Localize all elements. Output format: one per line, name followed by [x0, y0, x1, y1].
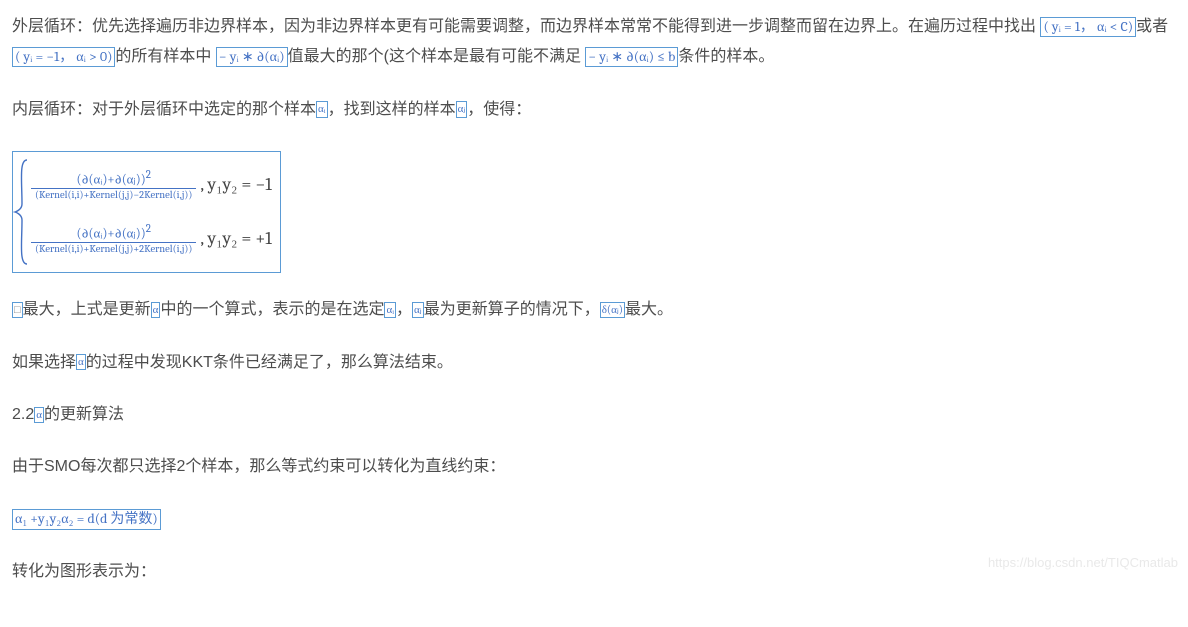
placeholder-box-icon: □: [12, 302, 23, 318]
kkt-paragraph: 如果选择α的过程中发现KKT条件已经满足了，那么算法结束。: [12, 348, 1176, 378]
text: ，找到这样的样本: [328, 101, 456, 118]
text: 转化为图形表示为：: [12, 563, 156, 580]
text: 最大。: [625, 301, 673, 318]
piecewise-case-1: (∂(αᵢ)+∂(αⱼ))2 (Kernel(i,i)+Kernel(j,j)−…: [31, 159, 272, 211]
formula-cond1: ( yᵢ = 1， αᵢ < C): [1040, 17, 1136, 37]
text: 如果选择: [12, 354, 76, 371]
formula-cond2: ( yᵢ = −1， αᵢ > 0): [12, 47, 115, 67]
formula-alpha: α: [34, 407, 44, 423]
text: 或者: [1136, 18, 1168, 35]
formula-delta-alpha-j: δ(αⱼ): [600, 302, 625, 318]
text: 的更新算法: [44, 406, 124, 423]
text: 最大，上式是更新: [23, 301, 151, 318]
outer-loop-paragraph: 外层循环：优先选择遍历非边界样本，因为非边界样本更有可能需要调整，而边界样本常常…: [12, 12, 1176, 73]
fraction-2: (∂(αᵢ)+∂(αⱼ))2 (Kernel(i,i)+Kernel(j,j)+…: [31, 223, 196, 255]
case-2-rhs: , y₁y₂ = +1: [200, 222, 271, 256]
fraction-1: (∂(αᵢ)+∂(αⱼ))2 (Kernel(i,i)+Kernel(j,j)−…: [31, 169, 196, 201]
inner-loop-paragraph: 内层循环：对于外层循环中选定的那个样本αᵢ，找到这样的样本αⱼ，使得：: [12, 95, 1176, 125]
line-constraint-formula-paragraph: α₁ +y₁y₂α₂ = d(d 为常数): [12, 505, 1176, 535]
section-heading: 2.2α的更新算法: [12, 400, 1176, 430]
formula-grad-leq-b: − yᵢ ∗ ∂(αᵢ) ≤ b: [585, 47, 678, 67]
text: 外层循环：优先选择遍历非边界样本，因为非边界样本更有可能需要调整，而边界样本常常…: [12, 18, 1036, 35]
piecewise-case-2: (∂(αᵢ)+∂(αⱼ))2 (Kernel(i,i)+Kernel(j,j)+…: [31, 213, 272, 265]
formula-alpha: α: [76, 354, 86, 370]
formula-alpha-i: αᵢ: [384, 302, 396, 318]
text: 条件的样本。: [678, 48, 774, 65]
text: 值最大的那个(这个样本是最有可能不满足: [288, 48, 581, 65]
text: 最为更新算子的情况下，: [424, 301, 600, 318]
text: 的所有样本中: [115, 48, 211, 65]
text: 内层循环：对于外层循环中选定的那个样本: [12, 101, 316, 118]
piecewise-formula-box: (∂(αᵢ)+∂(αⱼ))2 (Kernel(i,i)+Kernel(j,j)−…: [12, 151, 281, 273]
formula-grad: − yᵢ ∗ ∂(αᵢ): [216, 47, 288, 67]
formula-line-constraint: α₁ +y₁y₂α₂ = d(d 为常数): [12, 509, 161, 529]
text: 2.2: [12, 406, 34, 423]
text: 由于SMO每次都只选择2个样本，那么等式约束可以转化为直线约束：: [12, 458, 505, 475]
formula-alpha-i: αᵢ: [316, 101, 328, 117]
text: 中的一个算式，表示的是在选定: [160, 301, 384, 318]
formula-alpha: α: [151, 302, 161, 318]
formula-alpha-j: αⱼ: [456, 101, 468, 117]
text: ，使得：: [467, 101, 531, 118]
text: ，: [396, 301, 412, 318]
smo-paragraph: 由于SMO每次都只选择2个样本，那么等式约束可以转化为直线约束：: [12, 452, 1176, 482]
max-explain-paragraph: □最大，上式是更新α中的一个算式，表示的是在选定αᵢ，αⱼ最为更新算子的情况下，…: [12, 295, 1176, 325]
text: 的过程中发现KKT条件已经满足了，那么算法结束。: [86, 354, 453, 371]
formula-alpha-j: αⱼ: [412, 302, 424, 318]
left-brace-icon: [13, 158, 31, 266]
graph-paragraph: 转化为图形表示为：: [12, 557, 1176, 587]
case-1-rhs: , y₁y₂ = −1: [200, 168, 271, 202]
